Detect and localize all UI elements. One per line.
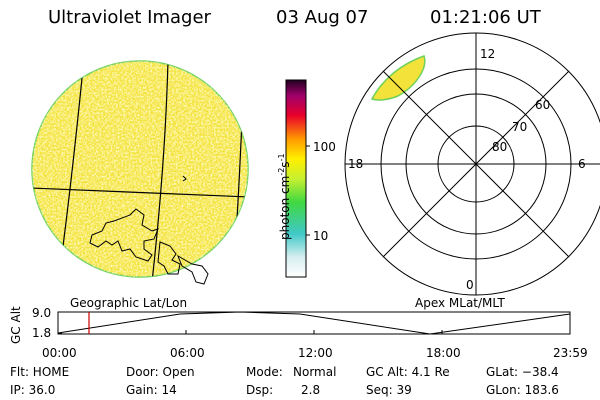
altitude-axis-label: GC Alt	[9, 306, 23, 344]
mlt-label-0: 0	[466, 278, 474, 292]
colorbar-tick-100: 100	[313, 140, 336, 154]
colorbar-tick-10: 10	[313, 229, 329, 243]
altitude-tick-top: 9.0	[32, 306, 52, 320]
time-label: 01:21:06 UT	[430, 7, 541, 28]
time-tick-3: 18:00	[426, 346, 461, 360]
geographic-latitude: GLat: −38.4	[486, 365, 559, 379]
time-tick-4: 23:59	[553, 346, 588, 360]
mode-value: Normal	[293, 365, 337, 379]
polar-plot	[344, 32, 600, 296]
colorbar-label: photon cm-2s-1	[277, 153, 292, 240]
date-label: 03 Aug 07	[276, 7, 369, 28]
gc-altitude: GC Alt: 4.1 Re	[366, 365, 450, 379]
geographic-longitude: GLon: 183.6	[486, 383, 559, 397]
left-panel-caption: Geographic Lat/Lon	[70, 296, 188, 310]
mlt-label-12: 12	[480, 47, 496, 61]
altitude-plot	[57, 311, 571, 335]
altitude-tick-bottom: 1.8	[32, 326, 52, 340]
coastline	[89, 175, 209, 285]
dsp-label: Dsp:	[246, 383, 274, 397]
dsp-value: 2.8	[301, 383, 321, 397]
right-panel-caption: Apex MLat/MLT	[415, 296, 505, 310]
ip-value: IP: 36.0	[10, 383, 56, 397]
app-title: Ultraviolet Imager	[48, 7, 211, 28]
mlt-label-6: 6	[578, 157, 586, 171]
geographic-disk	[31, 60, 249, 285]
door-status: Door: Open	[126, 365, 195, 379]
mode-label: Mode:	[246, 365, 283, 379]
flight-status: Flt: HOME	[10, 365, 70, 379]
mlt-label-18: 18	[348, 157, 364, 171]
mlat-label-80: 80	[492, 140, 508, 154]
gain-value: Gain: 14	[126, 383, 177, 397]
time-tick-1: 06:00	[170, 346, 205, 360]
time-tick-0: 00:00	[42, 346, 77, 360]
colorbar	[285, 79, 310, 278]
sequence-number: Seq: 39	[366, 383, 412, 397]
time-tick-2: 12:00	[298, 346, 333, 360]
mlat-label-70: 70	[512, 120, 528, 134]
mlat-label-60: 60	[535, 98, 551, 112]
